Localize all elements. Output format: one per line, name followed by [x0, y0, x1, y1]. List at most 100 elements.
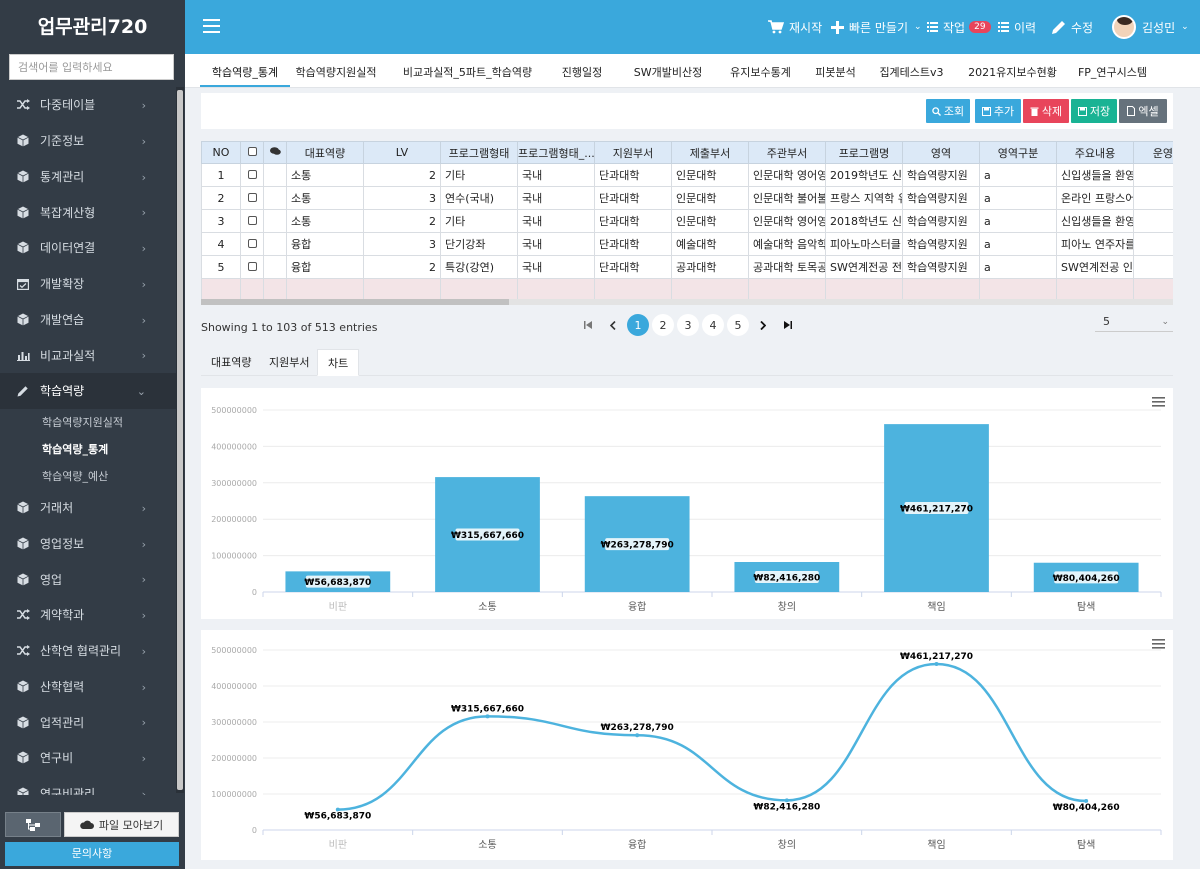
column-header[interactable]: 제출부서	[671, 141, 749, 164]
table-cell[interactable]: 2	[363, 209, 441, 233]
table-cell[interactable]: SW연계전공 인	[1056, 255, 1134, 279]
table-cell[interactable]: 2	[363, 255, 441, 279]
column-header[interactable]: 주관부서	[748, 141, 826, 164]
delete-button[interactable]: 삭제	[1023, 99, 1069, 123]
table-cell[interactable]: a	[979, 209, 1057, 233]
column-header[interactable]	[240, 141, 264, 164]
page-3[interactable]: 3	[677, 314, 699, 336]
table-cell[interactable]	[1133, 255, 1173, 279]
add-button[interactable]: 추가	[975, 99, 1021, 123]
excel-button[interactable]: 엑셀	[1119, 99, 1167, 123]
table-row[interactable]: 5 융합 2 특강(강연) 국내 단과대학 공과대학 공과대학 토목공 SW연계전공 전 학습역량…	[201, 255, 1173, 279]
tab-0[interactable]: 학습역량_통계	[200, 54, 290, 87]
table-cell[interactable]: 국내	[517, 163, 595, 187]
restart-button[interactable]: 재시작	[768, 0, 822, 54]
sidebar-item-0[interactable]: 다중테이블 ›	[0, 87, 176, 123]
data-point[interactable]	[784, 798, 789, 803]
table-cell[interactable]: 국내	[517, 255, 595, 279]
table-cell[interactable]: 국내	[517, 232, 595, 256]
tab-1[interactable]: 학습역량지원실적	[295, 66, 377, 79]
row-checkbox[interactable]	[247, 238, 257, 248]
horizontal-scrollbar[interactable]	[201, 299, 1173, 305]
column-header[interactable]: LV	[363, 141, 441, 164]
table-row[interactable]: 4 융합 3 단기강좌 국내 단과대학 예술대학 예술대학 음악학 피아노마스터클 학습역량지원 a…	[201, 232, 1173, 256]
page-5[interactable]: 5	[727, 314, 749, 336]
table-cell[interactable]	[240, 163, 264, 187]
table-cell[interactable]: 공과대학 토목공	[748, 255, 826, 279]
sidebar-subitem-2[interactable]: 학습역량_예산	[42, 469, 109, 483]
files-button[interactable]: 파일 모아보기	[64, 812, 179, 837]
table-row[interactable]: 2 소통 3 연수(국내) 국내 단과대학 인문대학 인문대학 불어불 프랑스 지역학 유 학습역…	[201, 186, 1173, 210]
subtab-1[interactable]: 지원부서	[269, 356, 310, 369]
sidebar-subitem-0[interactable]: 학습역량지원실적	[42, 415, 123, 429]
tab-7[interactable]: 집계테스트v3	[879, 66, 944, 79]
sidebar-item-10[interactable]: 영업정보 ›	[0, 526, 176, 562]
table-cell[interactable]: 신입생들을 환영	[1056, 209, 1134, 233]
sidebar-item-16[interactable]: 연구비 ›	[0, 740, 176, 776]
search-button[interactable]: 조회	[926, 99, 970, 123]
table-cell[interactable]	[240, 232, 264, 256]
sidebar-item-3[interactable]: 복잡계산형 ›	[0, 194, 176, 230]
table-cell[interactable]	[263, 232, 287, 256]
sidebar-scrollbar[interactable]	[176, 87, 184, 793]
table-cell[interactable]: 온라인 프랑스어	[1056, 186, 1134, 210]
save-button[interactable]: 저장	[1071, 99, 1117, 123]
table-row[interactable]: 3 소통 2 기타 국내 단과대학 인문대학 인문대학 영어영 2018학년도 신입 학습역량지원…	[201, 209, 1173, 233]
table-cell[interactable]: 2	[363, 163, 441, 187]
column-header[interactable]: 대표역량	[286, 141, 364, 164]
table-cell[interactable]: 단과대학	[594, 209, 672, 233]
tab-5[interactable]: 유지보수통계	[730, 66, 791, 79]
column-header[interactable]: 지원부서	[594, 141, 672, 164]
table-cell[interactable]: 단기강좌	[440, 232, 518, 256]
table-cell[interactable]: 기타	[440, 163, 518, 187]
sidebar-item-5[interactable]: 개발확장 ›	[0, 266, 176, 302]
table-cell[interactable]: a	[979, 186, 1057, 210]
data-point[interactable]	[335, 807, 340, 812]
table-cell[interactable]: 인문대학	[671, 163, 749, 187]
table-cell[interactable]	[1133, 163, 1173, 187]
table-cell[interactable]: 연수(국내)	[440, 186, 518, 210]
table-cell[interactable]: 인문대학 영어영	[748, 209, 826, 233]
row-checkbox[interactable]	[247, 261, 257, 271]
series-line[interactable]	[337, 662, 1087, 811]
sidebar-item-7[interactable]: 비교과실적 ›	[0, 337, 176, 373]
table-cell[interactable]: 융합	[286, 255, 364, 279]
table-cell[interactable]	[748, 278, 826, 302]
table-cell[interactable]	[1133, 186, 1173, 210]
tasks-button[interactable]: 작업 29	[927, 0, 991, 54]
table-cell[interactable]	[263, 209, 287, 233]
table-cell[interactable]	[201, 278, 241, 302]
sidebar-search-input[interactable]	[9, 54, 174, 80]
table-cell[interactable]: 학습역량지원	[902, 186, 980, 210]
table-cell[interactable]: 2	[201, 186, 241, 210]
sidebar-item-1[interactable]: 기준정보 ›	[0, 123, 176, 159]
sidebar-item-2[interactable]: 통계관리 ›	[0, 159, 176, 195]
table-cell[interactable]	[263, 278, 287, 302]
sidebar-item-17[interactable]: 연구비관리 ›	[0, 776, 176, 795]
tab-8[interactable]: 2021유지보수현황	[968, 66, 1057, 79]
column-header[interactable]: 영역	[902, 141, 980, 164]
table-cell[interactable]	[671, 278, 749, 302]
table-cell[interactable]: 융합	[286, 232, 364, 256]
subtab-0[interactable]: 대표역량	[211, 356, 252, 369]
table-cell[interactable]: 학습역량지원	[902, 255, 980, 279]
edit-button[interactable]: 수정	[1051, 0, 1093, 54]
tab-9[interactable]: FP_연구시스템	[1077, 66, 1148, 79]
table-cell[interactable]: 인문대학 영어영	[748, 163, 826, 187]
next-page-icon[interactable]	[752, 314, 774, 336]
sidebar-item-13[interactable]: 산학연 협력관리 ›	[0, 633, 176, 669]
table-cell[interactable]: 학습역량지원	[902, 163, 980, 187]
table-cell[interactable]: 소통	[286, 209, 364, 233]
table-cell[interactable]	[1133, 232, 1173, 256]
table-cell[interactable]: 인문대학	[671, 209, 749, 233]
sidebar-item-4[interactable]: 데이터연결 ›	[0, 230, 176, 266]
sidebar-item-15[interactable]: 업적관리 ›	[0, 704, 176, 740]
data-point[interactable]	[635, 733, 640, 738]
table-cell[interactable]: 프랑스 지역학 유	[825, 186, 903, 210]
table-cell[interactable]	[263, 186, 287, 210]
column-header[interactable]: 운영학	[1133, 141, 1173, 164]
table-cell[interactable]: 특강(강연)	[440, 255, 518, 279]
table-cell[interactable]: 1	[201, 163, 241, 187]
table-cell[interactable]: 단과대학	[594, 186, 672, 210]
table-cell[interactable]: 4	[201, 232, 241, 256]
